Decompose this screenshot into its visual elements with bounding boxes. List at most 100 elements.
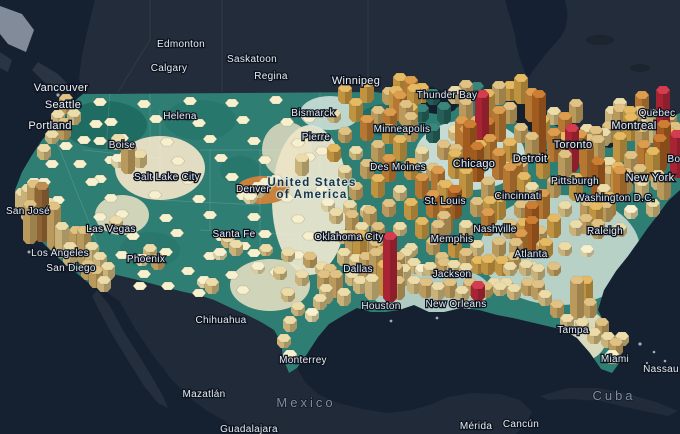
hex-column[interactable]: [56, 117, 72, 140]
hex-column[interactable]: [538, 237, 554, 258]
hex-column[interactable]: [579, 244, 595, 257]
hex-column[interactable]: [382, 231, 398, 302]
hex-column[interactable]: [458, 262, 474, 277]
hex-cell[interactable]: [136, 99, 152, 109]
hex-column[interactable]: [370, 173, 386, 198]
hex-column[interactable]: [447, 85, 463, 104]
hex-cell[interactable]: [213, 153, 229, 163]
hex-column[interactable]: [34, 181, 50, 242]
hex-column[interactable]: [294, 269, 310, 286]
hex-column[interactable]: [502, 162, 518, 199]
hex-column[interactable]: [326, 108, 342, 123]
hex-column[interactable]: [392, 184, 408, 201]
hex-column[interactable]: [634, 177, 650, 198]
hex-cell[interactable]: [136, 269, 152, 279]
hex-layer[interactable]: [14, 72, 680, 364]
hex-column[interactable]: [120, 141, 136, 174]
hex-column[interactable]: [414, 216, 430, 239]
hex-column[interactable]: [250, 261, 266, 274]
hex-column[interactable]: [425, 189, 441, 218]
hex-column[interactable]: [480, 207, 496, 236]
hex-column[interactable]: [337, 83, 353, 104]
hex-column[interactable]: [348, 97, 364, 122]
hex-column[interactable]: [290, 301, 306, 316]
hex-column[interactable]: [36, 143, 52, 160]
hex-column[interactable]: [414, 103, 430, 122]
hex-cell[interactable]: [301, 113, 317, 123]
hex-column[interactable]: [22, 199, 38, 244]
hex-cell[interactable]: [136, 171, 152, 181]
hex-column[interactable]: [282, 315, 298, 332]
hex-column[interactable]: [546, 175, 562, 198]
hex-column[interactable]: [579, 141, 595, 180]
hex-column[interactable]: [282, 349, 298, 362]
hex-column[interactable]: [557, 149, 573, 182]
hex-column[interactable]: [568, 98, 584, 123]
hex-column[interactable]: [574, 317, 590, 334]
hex-cell[interactable]: [268, 95, 284, 105]
hex-column[interactable]: [506, 283, 522, 300]
hex-column[interactable]: [392, 221, 408, 236]
hex-cell[interactable]: [44, 159, 60, 169]
hex-cell[interactable]: [160, 281, 176, 291]
hex-column[interactable]: [645, 198, 661, 217]
hex-cell[interactable]: [290, 214, 306, 224]
hex-column[interactable]: [491, 80, 507, 105]
hex-column[interactable]: [242, 191, 258, 204]
hex-column[interactable]: [44, 129, 60, 144]
hex-column[interactable]: [546, 106, 562, 125]
hex-column[interactable]: [442, 277, 458, 298]
hex-column[interactable]: [280, 287, 296, 302]
hex-cell[interactable]: [180, 175, 196, 185]
hex-column[interactable]: [612, 165, 628, 200]
hex-column[interactable]: [447, 235, 463, 258]
hex-column[interactable]: [549, 299, 565, 318]
hex-cell[interactable]: [147, 190, 163, 200]
hex-column[interactable]: [272, 265, 288, 280]
hex-cell[interactable]: [301, 189, 317, 199]
hex-cell[interactable]: [279, 193, 295, 203]
hex-column[interactable]: [604, 349, 620, 364]
hex-column[interactable]: [502, 261, 518, 276]
hex-column[interactable]: [530, 263, 546, 280]
hex-cell[interactable]: [169, 228, 185, 238]
hex-cell[interactable]: [191, 288, 207, 298]
hex-cell[interactable]: [72, 159, 88, 169]
hex-cell[interactable]: [88, 119, 104, 129]
hex-column[interactable]: [470, 280, 486, 301]
hex-cell[interactable]: [191, 194, 207, 204]
hex-column[interactable]: [491, 236, 507, 257]
hex-column[interactable]: [436, 139, 452, 160]
hex-column[interactable]: [502, 101, 518, 124]
hex-cell[interactable]: [301, 231, 317, 241]
hex-column[interactable]: [425, 88, 441, 105]
hex-column[interactable]: [132, 149, 148, 168]
hex-column[interactable]: [480, 254, 496, 275]
hex-cell[interactable]: [314, 184, 330, 194]
hex-column[interactable]: [422, 261, 438, 276]
hex-column[interactable]: [348, 181, 364, 200]
hex-column[interactable]: [531, 89, 547, 156]
hex-cell[interactable]: [257, 155, 273, 165]
hex-cell[interactable]: [180, 266, 196, 276]
hex-column[interactable]: [623, 204, 639, 219]
hex-cell[interactable]: [58, 141, 74, 151]
hex-column[interactable]: [590, 134, 606, 161]
hex-column[interactable]: [436, 101, 452, 124]
hex-cell[interactable]: [114, 250, 130, 260]
hex-column[interactable]: [430, 281, 446, 300]
hex-cell[interactable]: [76, 135, 92, 145]
hex-column[interactable]: [62, 241, 78, 266]
hex-column[interactable]: [568, 172, 584, 201]
hex-column[interactable]: [491, 147, 507, 180]
hex-column[interactable]: [612, 222, 628, 237]
hex-cell[interactable]: [224, 172, 240, 182]
hex-column[interactable]: [359, 78, 375, 103]
hex-cell[interactable]: [92, 212, 108, 222]
hex-cell[interactable]: [246, 212, 262, 222]
hex-column[interactable]: [586, 327, 602, 344]
hex-column[interactable]: [590, 218, 606, 239]
hex-cell[interactable]: [84, 177, 100, 187]
hex-column[interactable]: [294, 153, 310, 176]
